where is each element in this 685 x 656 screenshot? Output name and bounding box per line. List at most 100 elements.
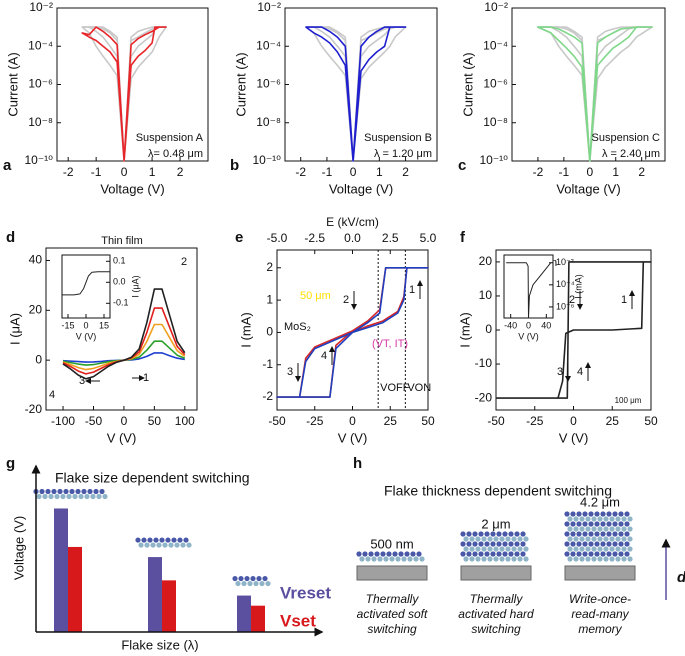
atom xyxy=(594,541,600,547)
y-tick-label: 0.1 xyxy=(113,256,126,266)
atom xyxy=(600,521,606,527)
annotation: Suspension B xyxy=(364,132,432,144)
atom xyxy=(621,556,627,562)
atom xyxy=(615,556,621,562)
annotation: λ = 2.40 μm xyxy=(602,148,660,160)
atom xyxy=(603,556,609,562)
atom xyxy=(413,556,419,562)
atom xyxy=(481,546,487,552)
atom xyxy=(487,546,493,552)
atom xyxy=(244,575,250,582)
atom xyxy=(359,556,365,562)
atom xyxy=(573,536,579,542)
atom xyxy=(490,541,496,547)
atom xyxy=(615,526,621,532)
x-tick-label: 50 xyxy=(421,414,435,428)
panel-label: f xyxy=(460,229,466,246)
series-line xyxy=(537,26,653,162)
x2-tick-label: 2.5 xyxy=(382,231,399,245)
plot-frame xyxy=(61,254,111,319)
x-tick-label: 0 xyxy=(349,414,356,428)
atom xyxy=(517,536,523,542)
atom xyxy=(579,526,585,532)
atom xyxy=(567,516,573,522)
atom xyxy=(597,526,603,532)
caption: Thermally xyxy=(470,592,524,606)
atom xyxy=(511,546,517,552)
atom xyxy=(606,551,612,557)
x2-tick-label: 5.0 xyxy=(420,231,437,245)
x-axis-label: Voltage (V) xyxy=(100,181,164,196)
atom xyxy=(499,556,505,562)
atom xyxy=(520,531,526,537)
atom xyxy=(183,537,189,543)
x-tick-label: -100 xyxy=(51,414,75,428)
atom xyxy=(469,546,475,552)
atom xyxy=(511,556,517,562)
x-tick-label: 1 xyxy=(149,165,156,179)
atom xyxy=(407,556,413,562)
atom xyxy=(579,536,585,542)
x-tick-label: 0 xyxy=(350,165,357,179)
annotation: 100 μm xyxy=(615,396,642,405)
x-tick-label: 15 xyxy=(99,320,109,330)
atom xyxy=(564,551,570,557)
atom xyxy=(392,551,398,557)
bar xyxy=(68,546,82,632)
atom xyxy=(478,551,484,557)
y-tick-label: -20 xyxy=(475,390,493,404)
x-axis-label: V (V) xyxy=(107,430,137,445)
annotation: 1 xyxy=(621,294,627,306)
x-tick-label: 50 xyxy=(148,414,162,428)
atom xyxy=(141,537,147,543)
atom xyxy=(606,511,612,517)
atom xyxy=(499,536,505,542)
atom xyxy=(618,521,624,527)
flake xyxy=(460,531,529,542)
x-tick-label: -25 xyxy=(306,414,324,428)
atom xyxy=(609,536,615,542)
atom xyxy=(603,546,609,552)
atom xyxy=(564,541,570,547)
atom xyxy=(508,531,514,537)
atom xyxy=(374,551,380,557)
annotation: 4 xyxy=(49,389,55,401)
atom xyxy=(588,511,594,517)
flake xyxy=(135,537,192,548)
y-tick-label: 0.0 xyxy=(113,277,126,287)
atom xyxy=(570,521,576,527)
atom xyxy=(84,493,90,500)
atom xyxy=(380,551,386,557)
atom xyxy=(606,541,612,547)
atom xyxy=(463,536,469,542)
atom xyxy=(493,556,499,562)
flake xyxy=(460,551,529,562)
atom xyxy=(517,546,523,552)
atom xyxy=(460,551,466,557)
y-tick-label: 2 xyxy=(266,260,273,274)
atom xyxy=(475,556,481,562)
y-tick-label: 1 xyxy=(266,292,273,306)
atom xyxy=(472,551,478,557)
atom xyxy=(579,556,585,562)
atom xyxy=(389,556,395,562)
y-tick-label: 0 xyxy=(266,325,273,339)
annotation: (VT, IT) xyxy=(372,338,408,350)
x-tick-label: -50 xyxy=(487,414,505,428)
atom xyxy=(42,493,48,500)
annotation: 50 μm xyxy=(300,290,331,302)
caption: read-many xyxy=(571,607,629,621)
y-tick-label: 10⁻⁸ xyxy=(483,115,508,129)
x-tick-label: 2 xyxy=(402,165,409,179)
atom xyxy=(45,488,51,495)
atom xyxy=(493,546,499,552)
x-tick-label: -1 xyxy=(91,165,102,179)
atom xyxy=(487,536,493,542)
atom xyxy=(180,542,186,548)
flake xyxy=(564,551,633,562)
y-tick-label: 10⁻⁶ xyxy=(556,301,575,311)
atom xyxy=(165,537,171,543)
atom xyxy=(386,551,392,557)
atom xyxy=(573,556,579,562)
